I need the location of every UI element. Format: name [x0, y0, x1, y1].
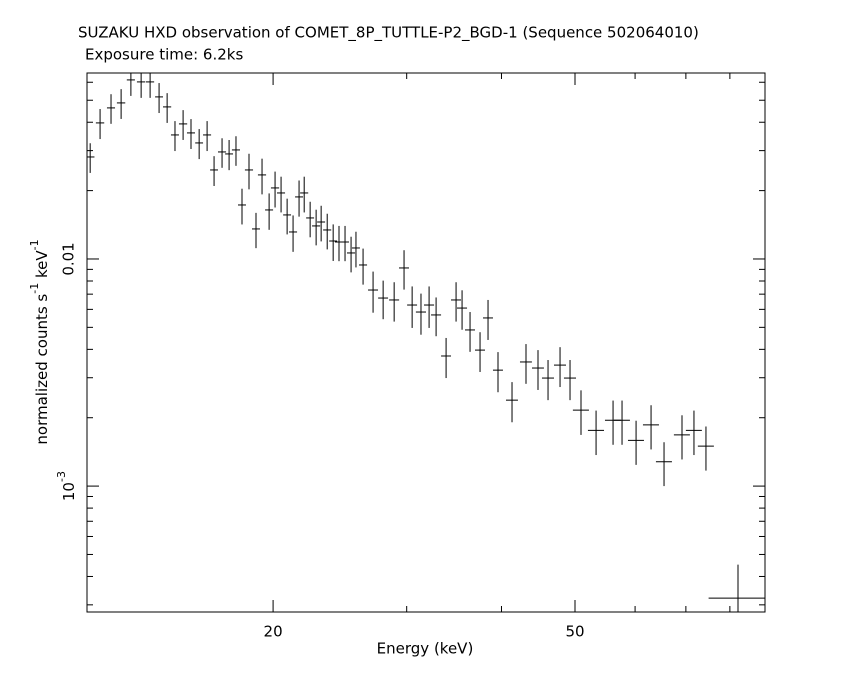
- x-tick-label: 50: [565, 623, 584, 641]
- x-tick-label: 20: [264, 623, 283, 641]
- chart-subtitle: Exposure time: 6.2ks: [85, 46, 243, 64]
- y-tick-label: 0.01: [60, 242, 78, 275]
- y-tick-label: 10-3: [55, 471, 78, 501]
- chart-title: SUZAKU HXD observation of COMET_8P_TUTTL…: [78, 24, 699, 43]
- plot-frame: [86, 72, 766, 613]
- y-axis-label: normalized counts s-1 keV-1: [28, 239, 51, 444]
- x-axis-label: Energy (keV): [377, 640, 474, 658]
